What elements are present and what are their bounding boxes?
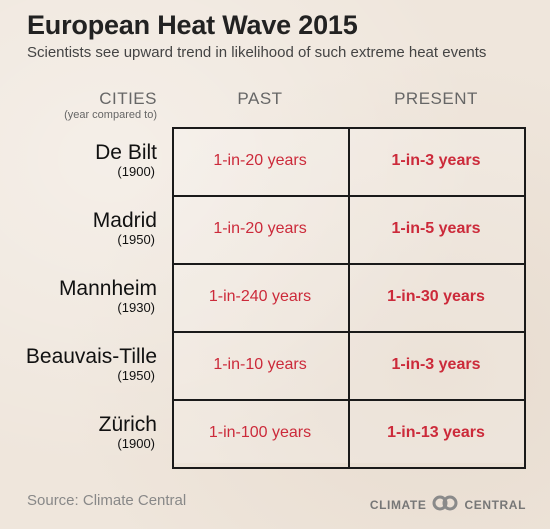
brand-text-left: CLIMATE — [369, 497, 427, 512]
cell-past-likelihood: 1-in-240 years — [208, 288, 312, 305]
grid-line-vertical — [348, 127, 350, 469]
source-credit: Source: Climate Central — [27, 492, 187, 509]
table-row-city: De Bilt (1900) — [95, 141, 157, 179]
city-baseline-year: (1950) — [117, 368, 155, 383]
cell-past-likelihood: 1-in-100 years — [208, 424, 312, 441]
cell-present-likelihood: 1-in-3 years — [391, 356, 481, 373]
city-baseline-year: (1930) — [117, 300, 155, 315]
column-header-cities: CITIES — [99, 89, 157, 108]
cell-past-likelihood: 1-in-20 years — [213, 220, 307, 237]
city-name: Zürich — [98, 413, 157, 436]
city-name: Madrid — [92, 209, 157, 232]
city-baseline-year: (1900) — [117, 164, 155, 179]
brand-logo: CLIMATE CENTRAL — [370, 495, 526, 514]
cell-present-likelihood: 1-in-30 years — [387, 288, 485, 305]
cell-present-likelihood: 1-in-13 years — [387, 424, 485, 441]
city-baseline-year: (1900) — [117, 436, 155, 451]
city-name: De Bilt — [95, 141, 157, 164]
cell-present-likelihood: 1-in-3 years — [391, 152, 481, 169]
table-row-city: Beauvais-Tille (1950) — [26, 345, 157, 383]
city-name: Mannheim — [58, 277, 157, 300]
page-title: European Heat Wave 2015 — [27, 10, 358, 40]
table-row-city: Madrid (1950) — [93, 209, 157, 247]
linked-rings-icon — [431, 495, 459, 514]
city-baseline-year: (1950) — [117, 232, 155, 247]
column-header-present: PRESENT — [394, 89, 478, 108]
grid-line-vertical — [524, 127, 526, 469]
column-header-cities-note: (year compared to) — [64, 109, 157, 121]
cell-past-likelihood: 1-in-20 years — [213, 152, 307, 169]
grid-line-vertical — [172, 127, 174, 469]
table-row-city: Zürich (1900) — [99, 413, 157, 451]
brand-text-right: CENTRAL — [464, 497, 526, 512]
cell-past-likelihood: 1-in-10 years — [213, 356, 307, 373]
page-subtitle: Scientists see upward trend in likelihoo… — [27, 44, 487, 61]
table-row-city: Mannheim (1930) — [59, 277, 157, 315]
city-name: Beauvais-Tille — [25, 345, 157, 368]
cell-present-likelihood: 1-in-5 years — [391, 220, 481, 237]
column-header-past: PAST — [237, 89, 283, 108]
